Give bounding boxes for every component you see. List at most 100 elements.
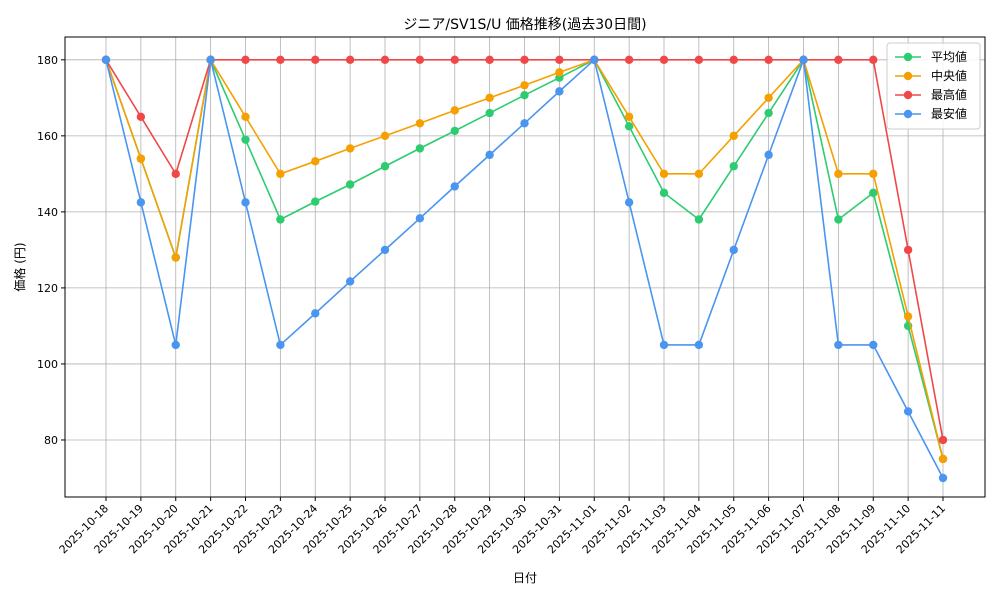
data-point <box>903 407 913 416</box>
chart-title: ジニア/SV1S/U 価格推移(過去30日間) <box>403 17 646 33</box>
data-point <box>450 106 459 115</box>
data-point <box>694 169 704 179</box>
data-point <box>136 198 146 207</box>
data-point <box>834 55 843 65</box>
series-最安値 <box>101 55 948 483</box>
data-point <box>345 180 355 189</box>
data-point <box>241 55 250 65</box>
data-point <box>450 182 459 191</box>
data-point <box>624 55 634 65</box>
data-point <box>834 340 843 350</box>
data-point <box>485 93 494 103</box>
y-tick-label: 80 <box>44 434 58 447</box>
data-point <box>764 150 773 160</box>
data-point <box>729 245 738 255</box>
data-point <box>869 188 878 198</box>
data-point <box>938 435 948 445</box>
data-point <box>764 93 773 103</box>
data-point <box>659 340 669 350</box>
data-point <box>136 154 146 163</box>
data-point <box>869 340 878 350</box>
data-point <box>729 55 738 65</box>
data-point <box>415 55 425 65</box>
data-point <box>276 340 285 350</box>
data-point <box>555 87 564 96</box>
y-tick-label: 120 <box>37 282 58 295</box>
legend-box <box>886 42 981 130</box>
y-axis-ticks: 80 100 120 140 160 180 <box>37 54 65 447</box>
data-point <box>415 144 425 153</box>
data-point <box>485 55 494 65</box>
data-point <box>276 55 285 65</box>
data-point <box>450 55 459 65</box>
legend-item: 最高値 <box>895 87 967 102</box>
data-point <box>555 68 564 77</box>
legend-label: 最安値 <box>931 106 967 121</box>
data-point <box>799 55 808 65</box>
data-point <box>520 55 529 65</box>
data-point <box>694 215 704 224</box>
data-point <box>520 81 529 90</box>
data-point <box>171 340 180 350</box>
data-point <box>276 169 285 179</box>
data-point <box>485 150 494 160</box>
data-point <box>624 122 634 131</box>
data-point <box>171 169 180 179</box>
data-point <box>903 245 913 255</box>
data-point <box>101 55 111 65</box>
legend-label: 中央値 <box>931 68 967 83</box>
data-point <box>485 108 494 118</box>
legend-label: 最高値 <box>931 87 967 102</box>
data-point <box>659 169 669 179</box>
data-point <box>450 126 459 136</box>
data-point <box>869 169 878 179</box>
data-point <box>624 198 634 207</box>
legend-swatch-marker <box>903 52 913 62</box>
data-point <box>345 277 355 286</box>
data-point <box>380 162 390 171</box>
data-point <box>659 55 669 65</box>
data-point <box>729 131 738 141</box>
data-point <box>938 473 948 483</box>
data-point <box>345 144 355 153</box>
y-tick-label: 100 <box>37 358 58 371</box>
data-point <box>241 112 250 122</box>
data-point <box>520 119 529 128</box>
legend-item: 最安値 <box>895 106 967 121</box>
data-point <box>241 135 250 144</box>
data-point <box>590 55 599 65</box>
data-point <box>380 245 390 255</box>
data-point <box>764 108 773 118</box>
y-axis-label: 価格 (円) <box>12 242 27 291</box>
data-point <box>311 55 320 65</box>
data-point <box>834 169 843 179</box>
data-point <box>136 112 146 122</box>
data-point <box>311 157 320 166</box>
data-point <box>520 90 529 100</box>
legend-swatch-marker <box>903 90 913 100</box>
data-point <box>834 215 843 224</box>
x-axis-label: 日付 <box>513 571 537 585</box>
data-point <box>276 215 285 224</box>
series-lines <box>101 55 948 483</box>
data-point <box>311 309 320 318</box>
data-point <box>694 55 704 65</box>
legend-label: 平均値 <box>931 49 967 64</box>
x-axis-ticks: 2025-10-182025-10-192025-10-202025-10-21… <box>57 497 948 556</box>
data-point <box>694 340 704 350</box>
y-tick-label: 180 <box>37 54 58 67</box>
data-point <box>938 454 948 464</box>
data-point <box>659 188 669 198</box>
y-tick-label: 140 <box>37 206 58 219</box>
legend-swatch-marker <box>903 71 913 81</box>
data-point <box>206 55 215 65</box>
legend-swatch-marker <box>903 109 913 119</box>
legend-item: 中央値 <box>895 68 967 83</box>
data-point <box>415 214 425 223</box>
data-point <box>171 253 180 262</box>
data-point <box>241 198 250 207</box>
plot-area-frame <box>64 36 986 498</box>
data-point <box>345 55 355 65</box>
